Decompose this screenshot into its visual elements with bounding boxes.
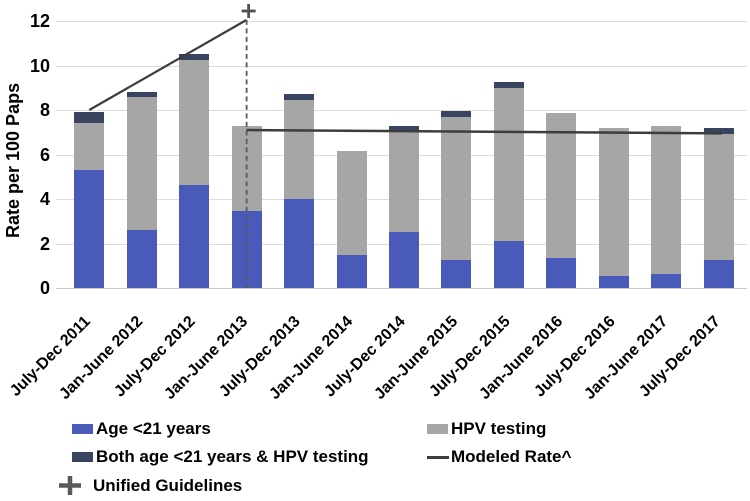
gridline-y8 bbox=[56, 110, 747, 111]
line-swatch bbox=[427, 455, 449, 459]
gridline-y0 bbox=[56, 288, 747, 289]
bar-segment-both bbox=[441, 111, 472, 117]
bar-segment-both bbox=[389, 125, 419, 133]
gridline-y12 bbox=[56, 21, 747, 22]
y-tick-label: 10 bbox=[29, 55, 50, 76]
bar-segment-hpv-testing bbox=[441, 116, 472, 261]
plus-marker-icon bbox=[58, 475, 82, 496]
bar-segment-age-lt21 bbox=[703, 260, 734, 288]
bar-segment-hpv-testing bbox=[598, 127, 629, 276]
bar-segment-age-lt21 bbox=[441, 260, 472, 288]
legend-item-hpv-testing: HPV testing bbox=[427, 419, 546, 439]
y-tick-label: 8 bbox=[39, 100, 50, 120]
bar-segment-hpv-testing bbox=[179, 59, 210, 185]
bar-segment-hpv-testing bbox=[651, 125, 682, 274]
bar-segment-hpv-testing bbox=[336, 151, 367, 255]
bar-segment-age-lt21 bbox=[179, 184, 210, 288]
legend-label: Both age <21 years & HPV testing bbox=[96, 447, 369, 466]
bar-segment-age-lt21 bbox=[389, 232, 419, 288]
y-tick-label: 12 bbox=[29, 11, 50, 31]
bar-segment-age-lt21 bbox=[493, 241, 524, 288]
bar-segment-both bbox=[126, 92, 157, 97]
bar-segment-age-lt21 bbox=[651, 273, 682, 288]
legend-item-age-lt21: Age <21 years bbox=[72, 419, 211, 439]
bar-segment-both bbox=[703, 127, 734, 135]
legend-item-unified-guidelines: Unified Guidelines bbox=[58, 475, 242, 496]
bar-segment-both bbox=[284, 94, 315, 100]
y-tick-label: 2 bbox=[39, 233, 50, 254]
navy-square-swatch bbox=[72, 452, 93, 462]
bar-segment-hpv-testing bbox=[546, 113, 577, 258]
gridline-y10 bbox=[56, 65, 747, 67]
bar-segment-age-lt21 bbox=[284, 199, 315, 288]
bar-segment-hpv-testing bbox=[703, 134, 734, 261]
legend-item-modeled-rate: Modeled Rate^ bbox=[427, 447, 571, 467]
bar-segment-hpv-testing bbox=[389, 132, 419, 233]
bar-segment-age-lt21 bbox=[546, 257, 577, 288]
legend-label: HPV testing bbox=[451, 419, 547, 438]
bar-segment-age-lt21 bbox=[336, 254, 367, 288]
y-tick-label: 0 bbox=[39, 278, 50, 298]
bar-segment-age-lt21 bbox=[126, 230, 157, 288]
bar-segment-age-lt21 bbox=[231, 211, 262, 288]
blue-square-swatch bbox=[72, 424, 93, 434]
bar-segment-hpv-testing bbox=[231, 125, 262, 212]
bar-segment-hpv-testing bbox=[126, 96, 157, 231]
bar-segment-hpv-testing bbox=[284, 99, 315, 199]
gray-square-swatch bbox=[427, 424, 448, 434]
bar-segment-both bbox=[493, 82, 524, 88]
legend-label: Modeled Rate^ bbox=[451, 447, 572, 466]
bar-segment-both bbox=[74, 112, 105, 124]
legend-item-both: Both age <21 years & HPV testing bbox=[72, 447, 369, 467]
bar-segment-age-lt21 bbox=[598, 275, 629, 288]
bar-segment-age-lt21 bbox=[74, 170, 105, 288]
bar-segment-both bbox=[179, 54, 210, 60]
y-tick-label: 4 bbox=[39, 189, 50, 209]
y-tick-label: 6 bbox=[39, 144, 50, 165]
bar-segment-hpv-testing bbox=[74, 123, 105, 171]
legend-label: Unified Guidelines bbox=[93, 475, 243, 495]
legend-label: Age <21 years bbox=[96, 419, 211, 438]
bar-segment-hpv-testing bbox=[493, 87, 524, 242]
